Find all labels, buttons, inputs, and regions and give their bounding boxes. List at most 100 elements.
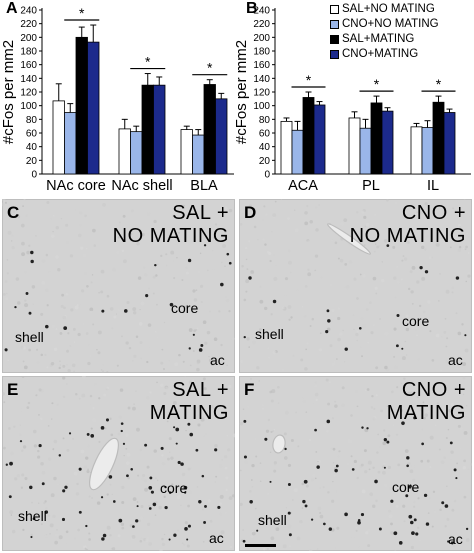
tissue-speck (262, 547, 266, 551)
tissue-speck (78, 397, 81, 400)
tissue-speck (55, 328, 58, 330)
tissue-speck (9, 211, 12, 214)
tissue-speck (270, 536, 275, 541)
tissue-speck (153, 219, 157, 224)
tissue-speck (364, 242, 367, 245)
tissue-speck (466, 232, 468, 235)
bar (130, 131, 143, 175)
tissue-speck (309, 325, 312, 327)
tissue-speck (274, 200, 277, 203)
tissue-speck (11, 245, 15, 250)
tissue-speck (106, 493, 109, 496)
tissue-speck (144, 273, 148, 277)
tissue-speck (326, 327, 331, 332)
tissue-speck (121, 526, 125, 530)
tissue-speck (200, 284, 204, 288)
tissue-speck (23, 199, 26, 202)
tissue-speck (22, 445, 27, 449)
tissue-speck (19, 433, 22, 437)
tissue-speck (146, 233, 149, 236)
tissue-speck (178, 353, 181, 357)
tissue-speck (389, 406, 393, 410)
tissue-speck (21, 252, 26, 257)
cfos-positive-nucleus (284, 447, 287, 451)
tissue-speck (427, 410, 430, 413)
tissue-speck (269, 390, 273, 394)
bar (192, 134, 205, 175)
tissue-speck (21, 376, 25, 379)
tissue-speck (41, 470, 46, 475)
tissue-speck (100, 421, 103, 423)
tissue-speck (365, 223, 370, 227)
tissue-speck (184, 521, 188, 525)
tissue-speck (344, 262, 348, 266)
tissue-speck (226, 434, 228, 437)
cfos-positive-nucleus (455, 276, 460, 280)
tissue-speck (14, 477, 18, 481)
cfos-positive-nucleus (45, 324, 49, 329)
tissue-speck (411, 464, 415, 468)
tissue-speck (180, 504, 182, 507)
condition-label: SAL + NO MATING (113, 202, 229, 248)
tissue-speck (350, 414, 353, 417)
tissue-speck (431, 359, 435, 362)
tissue-speck (181, 472, 186, 477)
cfos-positive-nucleus (25, 292, 29, 295)
tissue-speck (332, 447, 336, 451)
tissue-speck (375, 243, 377, 245)
tissue-speck (231, 337, 235, 341)
cfos-positive-nucleus (64, 485, 68, 489)
tissue-speck (240, 360, 243, 363)
tissue-speck (375, 394, 378, 397)
tissue-speck (56, 403, 59, 406)
tissue-speck (214, 481, 216, 483)
cfos-positive-nucleus (85, 524, 88, 528)
condition-line-2: NO MATING (112, 225, 229, 247)
cfos-positive-nucleus (200, 344, 204, 347)
tissue-speck (126, 300, 130, 304)
tissue-speck (154, 514, 157, 516)
tissue-speck (406, 204, 410, 208)
tissue-speck (22, 528, 25, 532)
tissue-speck (50, 361, 55, 366)
tissue-speck (143, 440, 145, 442)
y-tick-label: 100 (20, 101, 37, 112)
tissue-speck (309, 219, 313, 224)
tissue-speck (462, 376, 466, 380)
tissue-speck (85, 456, 89, 460)
tissue-speck (322, 486, 325, 489)
tissue-speck (285, 507, 288, 509)
tissue-speck (66, 448, 70, 452)
tissue-speck (113, 476, 116, 478)
cfos-positive-nucleus (358, 326, 362, 330)
tissue-speck (419, 408, 424, 412)
tissue-speck (31, 285, 36, 289)
tissue-speck (128, 346, 132, 350)
tissue-speck (388, 509, 392, 513)
tissue-speck (93, 244, 97, 247)
tissue-speck (28, 348, 31, 352)
tissue-speck (251, 531, 256, 536)
tissue-speck (66, 482, 69, 486)
tissue-speck (350, 455, 353, 458)
tissue-speck (27, 370, 29, 372)
tissue-speck (399, 456, 402, 458)
tissue-speck (129, 232, 133, 236)
tissue-speck (277, 385, 280, 389)
tissue-speck (174, 445, 176, 447)
tissue-speck (138, 519, 141, 522)
tissue-speck (333, 547, 336, 549)
tissue-speck (202, 377, 206, 381)
bar (141, 84, 154, 175)
tissue-speck (451, 244, 454, 247)
tissue-speck (196, 367, 200, 372)
tissue-speck (75, 492, 80, 496)
tissue-speck (314, 254, 319, 258)
tissue-speck (292, 354, 295, 357)
tissue-speck (416, 396, 419, 399)
cfos-positive-nucleus (304, 504, 308, 508)
cfos-positive-nucleus (188, 347, 191, 350)
tissue-speck (456, 509, 459, 512)
tissue-speck (343, 361, 346, 363)
tissue-speck (125, 341, 129, 345)
